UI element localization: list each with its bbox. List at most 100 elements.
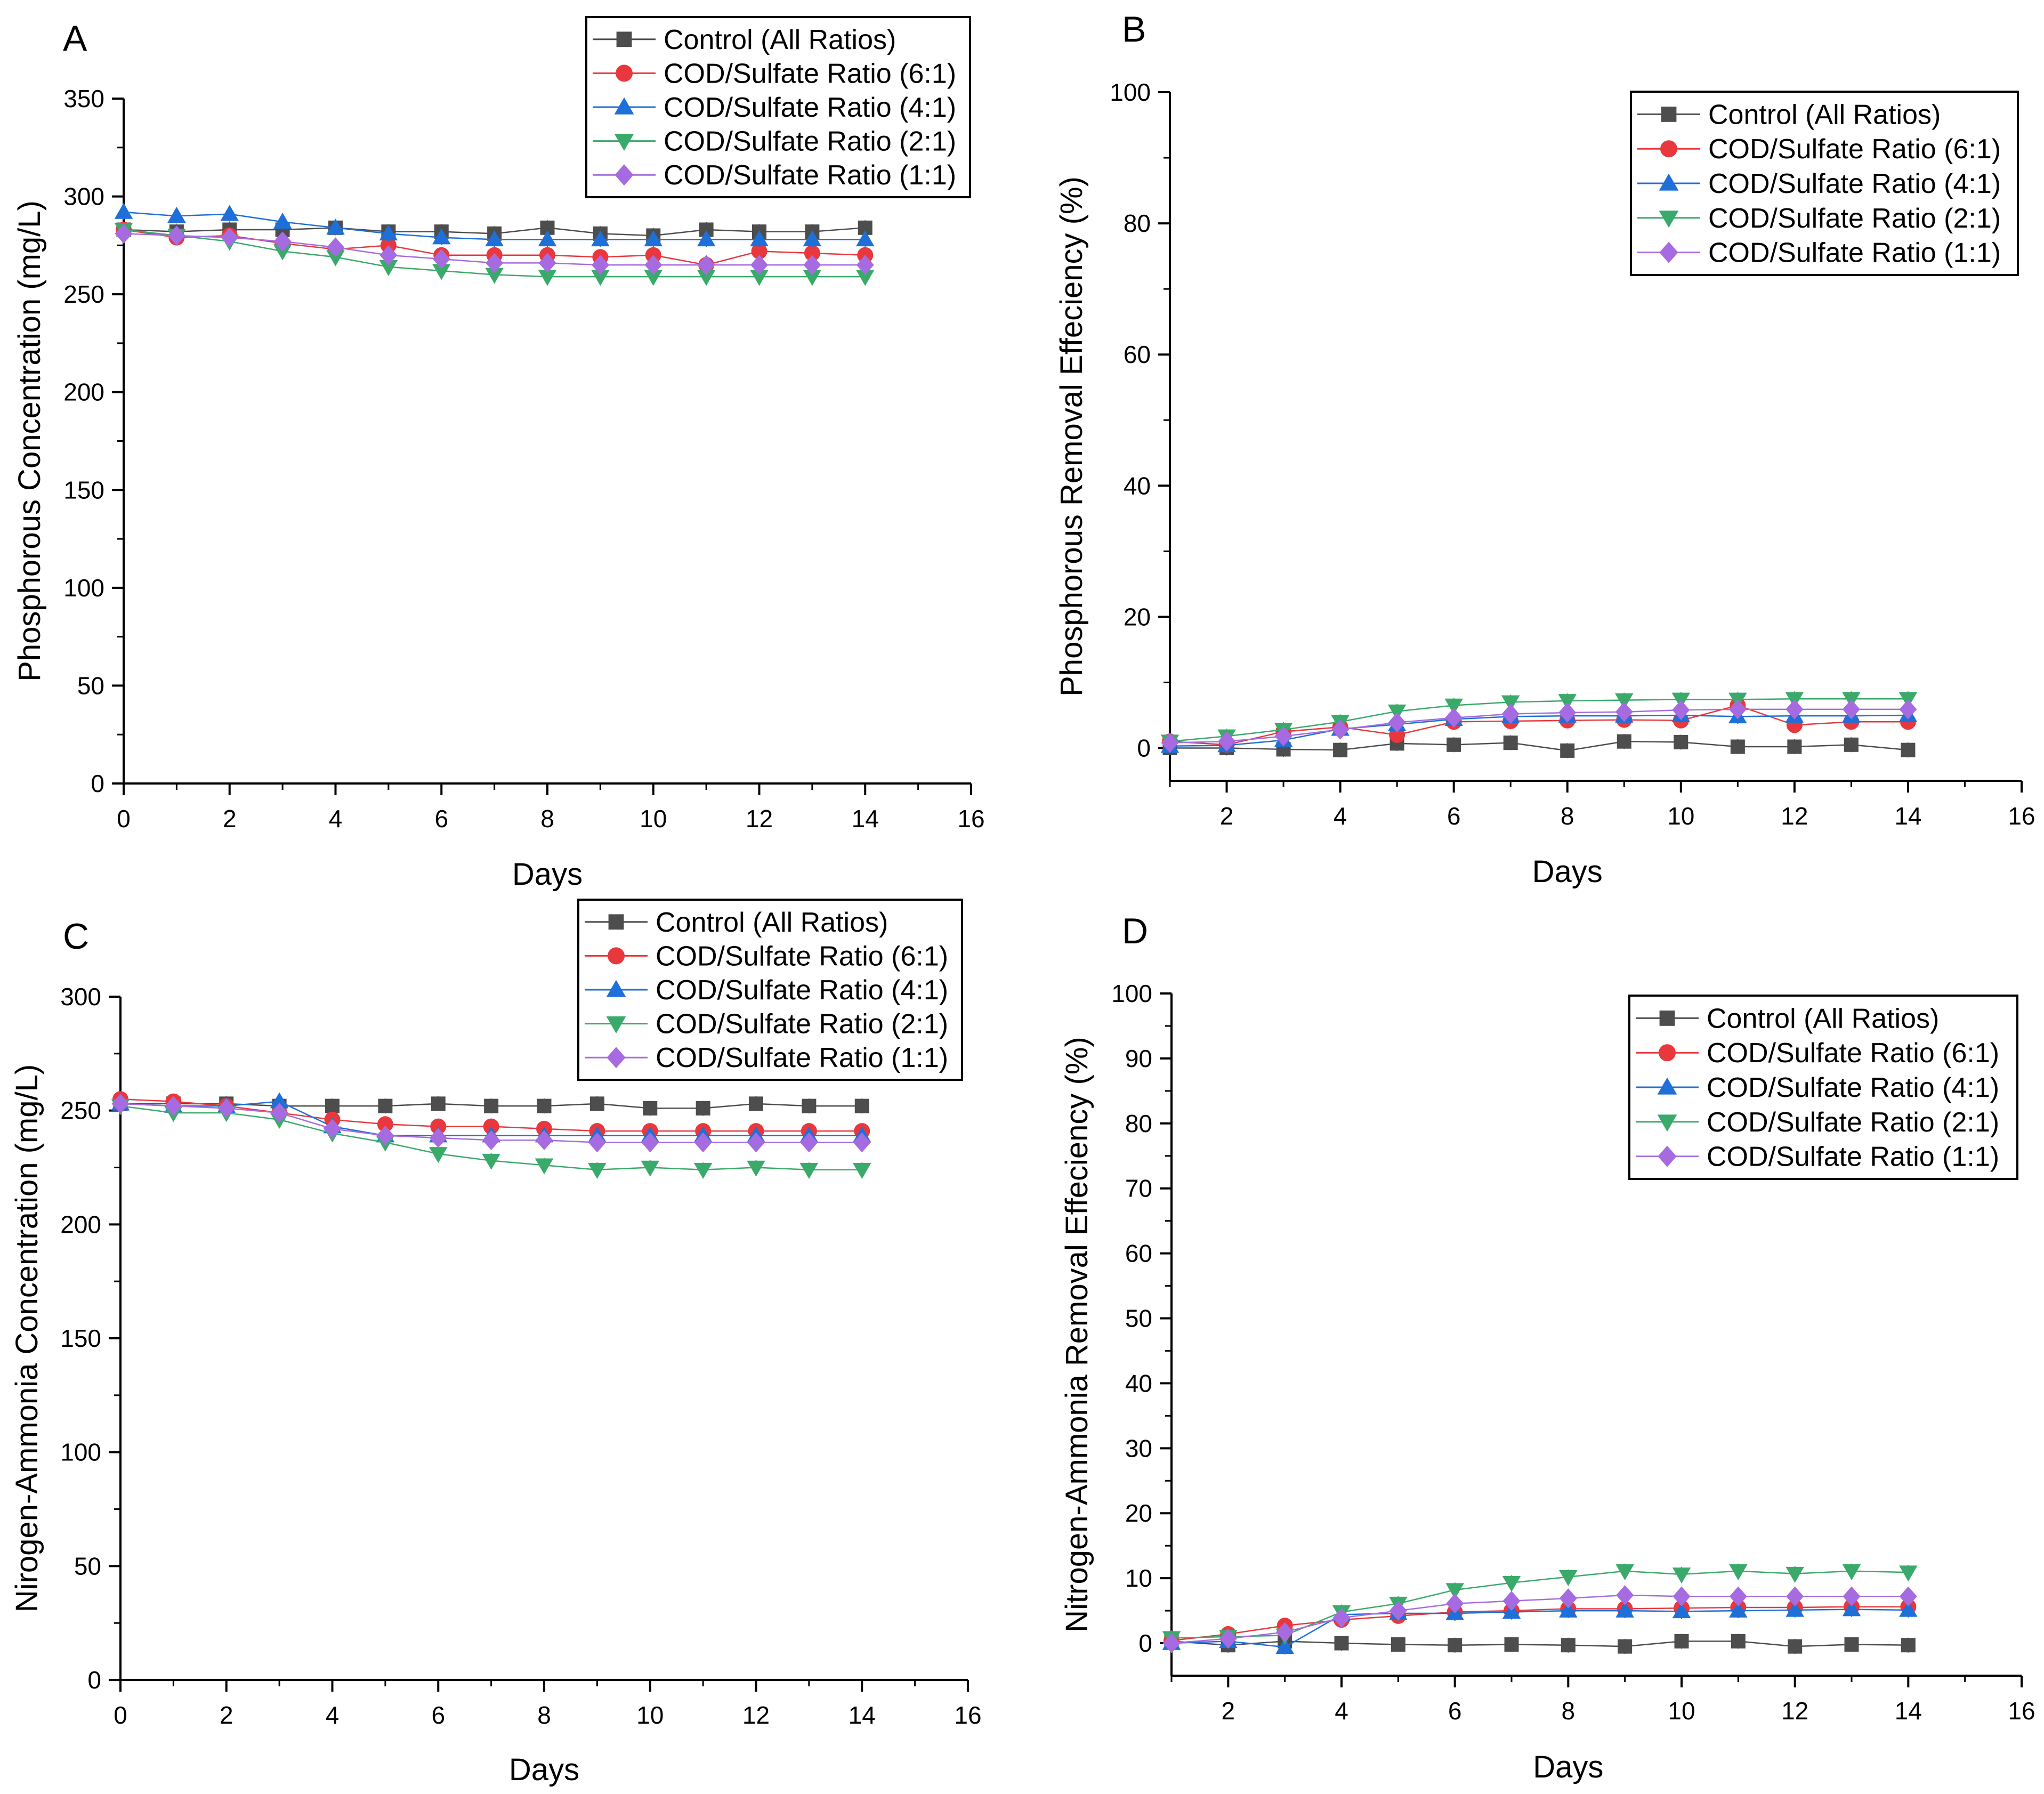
legend-label: COD/Sulfate Ratio (1:1) xyxy=(664,160,956,191)
legend-label: COD/Sulfate Ratio (6:1) xyxy=(656,941,948,972)
series-line xyxy=(1169,705,1908,746)
data-point xyxy=(1448,1638,1463,1653)
x-axis-title: Days xyxy=(509,1752,579,1787)
legend: Control (All Ratios)COD/Sulfate Ratio (6… xyxy=(1628,995,2018,1180)
panel-letter: B xyxy=(1122,9,1146,50)
data-point xyxy=(1391,1637,1405,1652)
data-point xyxy=(1672,1602,1691,1619)
x-tick-label: 12 xyxy=(746,805,773,833)
data-point xyxy=(1899,1601,1918,1617)
legend-label: COD/Sulfate Ratio (2:1) xyxy=(1708,203,2001,234)
legend-label: COD/Sulfate Ratio (1:1) xyxy=(656,1043,948,1073)
x-tick-label: 6 xyxy=(431,1701,445,1729)
y-tick-label: 80 xyxy=(1124,209,1151,237)
data-point xyxy=(853,1132,871,1153)
data-point xyxy=(1389,1601,1407,1621)
x-axis-title: Days xyxy=(512,857,583,892)
data-point xyxy=(273,231,292,252)
data-point xyxy=(1501,704,1520,724)
data-point xyxy=(750,230,769,247)
data-point xyxy=(217,1098,236,1119)
data-point xyxy=(1615,1601,1634,1618)
y-axis-title: Nirogen-Ammonia Concentration (mg/L) xyxy=(10,1064,44,1612)
data-point xyxy=(1218,731,1236,751)
x-tick-label: 12 xyxy=(1781,1697,1808,1725)
panel-b: B 2 4 6 8 10 12 14 16 0 20 40 60 80 100 Days Phosphorous… xyxy=(1054,9,2035,889)
x-tick-label: 8 xyxy=(1561,802,1574,830)
legend-marker xyxy=(607,1047,626,1069)
x-tick-label: 8 xyxy=(537,1701,551,1729)
x-tick-label: 10 xyxy=(636,1701,664,1729)
data-point xyxy=(111,1094,130,1114)
data-point xyxy=(1447,737,1461,752)
legend: Control (All Ratios)COD/Sulfate Ratio (6… xyxy=(577,899,963,1081)
data-point xyxy=(1842,699,1860,720)
data-point xyxy=(1672,700,1690,720)
data-point xyxy=(697,270,716,286)
legend-label: COD/Sulfate Ratio (1:1) xyxy=(1707,1142,1999,1173)
series-line xyxy=(1171,1609,1909,1648)
y-tick-label: 250 xyxy=(60,1097,101,1125)
data-point xyxy=(535,1158,554,1175)
legend-label: COD/Sulfate Ratio (4:1) xyxy=(1707,1072,1999,1103)
series-0 xyxy=(1164,1634,1916,1654)
data-point xyxy=(1786,1601,1804,1617)
data-point xyxy=(1901,1638,1916,1653)
y-axis-title: Phosphorous Removal Effeciency (%) xyxy=(1054,176,1089,697)
data-point xyxy=(538,270,557,286)
x-tick-label: 10 xyxy=(1667,802,1694,830)
series-line xyxy=(1171,1594,1909,1644)
data-point xyxy=(800,1132,818,1153)
data-point xyxy=(747,1132,765,1153)
data-point xyxy=(747,1160,765,1177)
legend: Control (All Ratios)COD/Sulfate Ratio (6… xyxy=(585,16,971,198)
legend-label: Control (All Ratios) xyxy=(664,25,896,55)
legend-marker xyxy=(608,914,624,930)
data-point xyxy=(1674,734,1688,749)
x-tick-label: 14 xyxy=(1895,1697,1922,1725)
panel-d: D 2 4 6 8 10 12 14 16 0 10 20 30 40 50 60 70 80 90 100 Days N… xyxy=(1060,911,2035,1784)
data-point xyxy=(485,268,504,284)
data-point xyxy=(1842,1600,1861,1617)
data-point xyxy=(1275,1638,1294,1654)
y-tick-label: 50 xyxy=(1125,1305,1152,1332)
y-tick-label: 150 xyxy=(63,476,104,504)
data-point xyxy=(1901,742,1916,757)
legend-marker xyxy=(1659,1011,1675,1026)
data-point xyxy=(802,1098,817,1113)
y-tick-label: 0 xyxy=(91,770,104,797)
x-tick-label: 8 xyxy=(1562,1697,1576,1725)
y-tick-label: 200 xyxy=(63,378,104,406)
data-point xyxy=(749,1096,763,1111)
data-point xyxy=(1787,739,1802,754)
data-point xyxy=(856,270,875,286)
legend-marker xyxy=(1658,1145,1677,1167)
legend-marker xyxy=(616,64,633,82)
y-tick-label: 30 xyxy=(1125,1434,1152,1462)
data-point xyxy=(379,260,398,276)
data-point xyxy=(643,1101,658,1116)
data-point xyxy=(1672,1567,1691,1584)
series-line xyxy=(1171,1606,1909,1642)
data-point xyxy=(1332,1607,1351,1628)
legend-label: COD/Sulfate Ratio (6:1) xyxy=(664,58,956,89)
data-point xyxy=(588,1132,606,1153)
data-point xyxy=(803,255,821,275)
x-axis-title: Days xyxy=(1533,1750,1603,1784)
data-point xyxy=(1673,1586,1691,1607)
x-tick-label: 0 xyxy=(114,1701,127,1729)
data-point xyxy=(429,1128,447,1148)
data-point xyxy=(1844,737,1859,752)
legend-label: Control (All Ratios) xyxy=(1707,1003,1939,1034)
series-line xyxy=(1171,1570,1909,1639)
y-tick-label: 0 xyxy=(1137,734,1151,762)
legend-marker xyxy=(1657,1114,1677,1132)
data-point xyxy=(1844,1637,1859,1652)
panel-letter: A xyxy=(63,18,87,59)
y-tick-label: 100 xyxy=(63,574,104,602)
y-tick-label: 350 xyxy=(63,85,104,112)
data-point xyxy=(804,245,820,262)
series-1 xyxy=(1162,697,1916,753)
data-point xyxy=(1388,712,1406,733)
legend-label: COD/Sulfate Ratio (4:1) xyxy=(656,975,948,1006)
